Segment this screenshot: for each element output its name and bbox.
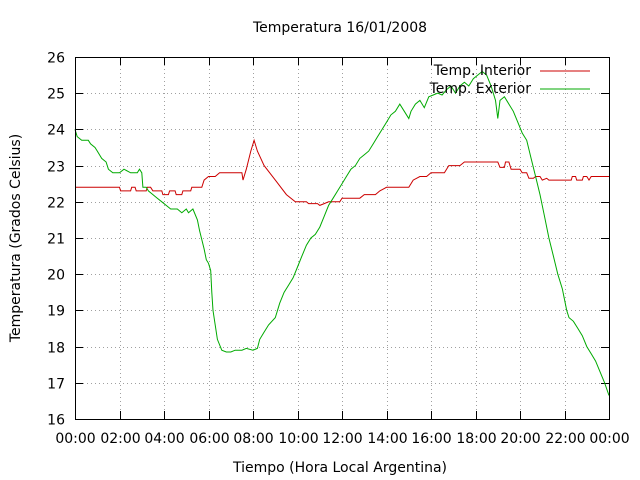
- chart-title: Temperatura 16/01/2008: [252, 20, 427, 36]
- grid-lines: [75, 57, 609, 419]
- x-tick-label: 08:00: [233, 431, 273, 447]
- legend: Temp. Interior Temp. Exterior: [429, 63, 590, 97]
- y-tick-label: 23: [47, 160, 65, 176]
- y-tick-label: 19: [47, 304, 65, 320]
- x-tick-label: 10:00: [278, 431, 318, 447]
- x-tick-label: 22:00: [545, 431, 585, 447]
- y-tick-label: 24: [47, 123, 65, 139]
- x-tick-label: 00:00: [55, 431, 95, 447]
- x-tick-label: 02:00: [100, 431, 140, 447]
- series-lines: [74, 70, 610, 396]
- y-tick-label: 20: [47, 268, 65, 284]
- x-tick-label: 06:00: [189, 431, 229, 447]
- y-tick-label: 26: [47, 51, 65, 67]
- plot-frame: [75, 57, 610, 420]
- y-tick-label: 18: [47, 341, 65, 357]
- y-tick-label: 25: [47, 87, 65, 103]
- y-tick-label: 17: [47, 377, 65, 393]
- x-tick-label: 00:00: [589, 431, 629, 447]
- y-axis-label: Temperatura (Grados Celsius): [8, 134, 24, 343]
- x-tick-label: 18:00: [456, 431, 496, 447]
- x-axis-label: Tiempo (Hora Local Argentina): [232, 460, 447, 476]
- series-line-interior: [75, 138, 609, 206]
- y-tick-label: 16: [47, 413, 65, 429]
- y-tick-label: 21: [47, 232, 65, 248]
- x-tick-label: 04:00: [144, 431, 184, 447]
- legend-label-exterior: Temp. Exterior: [429, 81, 532, 97]
- x-tick-label: 12:00: [322, 431, 362, 447]
- y-tick-labels: 16 17 18 19 20 21 22 23 24 25 26: [47, 51, 65, 429]
- y-tick-label: 22: [47, 196, 65, 212]
- x-tick-labels: 00:00 02:00 04:00 06:00 08:00 10:00 12:00 14:00…: [55, 431, 629, 447]
- x-tick-label: 16:00: [411, 431, 451, 447]
- x-tick-label: 20:00: [500, 431, 540, 447]
- series-line-exterior: [74, 70, 610, 396]
- x-tick-label: 14:00: [367, 431, 407, 447]
- legend-label-interior: Temp. Interior: [433, 63, 532, 79]
